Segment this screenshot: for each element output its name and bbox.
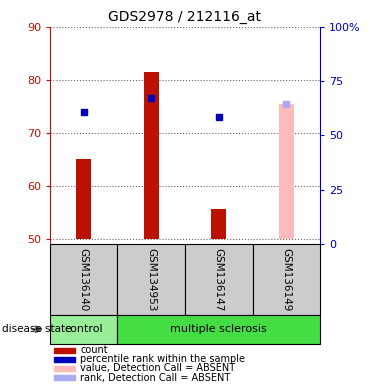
Text: count: count — [80, 345, 108, 355]
Bar — [185, 244, 253, 315]
Text: control: control — [64, 324, 103, 334]
Bar — [54, 348, 75, 353]
Bar — [54, 357, 75, 362]
Bar — [144, 72, 159, 238]
Bar — [50, 244, 118, 315]
Text: GSM136147: GSM136147 — [214, 248, 224, 311]
Bar — [118, 315, 320, 344]
Bar — [118, 244, 185, 315]
Bar — [54, 375, 75, 380]
Bar — [50, 315, 118, 344]
Bar — [211, 209, 226, 238]
Bar — [253, 244, 320, 315]
Bar — [54, 366, 75, 371]
Text: GDS2978 / 212116_at: GDS2978 / 212116_at — [108, 10, 262, 23]
Text: GSM136149: GSM136149 — [281, 248, 291, 311]
Text: rank, Detection Call = ABSENT: rank, Detection Call = ABSENT — [80, 372, 231, 382]
Text: GSM136140: GSM136140 — [79, 248, 89, 311]
Text: disease state: disease state — [2, 324, 71, 334]
Bar — [76, 159, 91, 238]
Text: GSM134953: GSM134953 — [146, 248, 156, 311]
Bar — [279, 104, 294, 238]
Text: multiple sclerosis: multiple sclerosis — [171, 324, 267, 334]
Text: percentile rank within the sample: percentile rank within the sample — [80, 354, 245, 364]
Text: value, Detection Call = ABSENT: value, Detection Call = ABSENT — [80, 363, 235, 373]
